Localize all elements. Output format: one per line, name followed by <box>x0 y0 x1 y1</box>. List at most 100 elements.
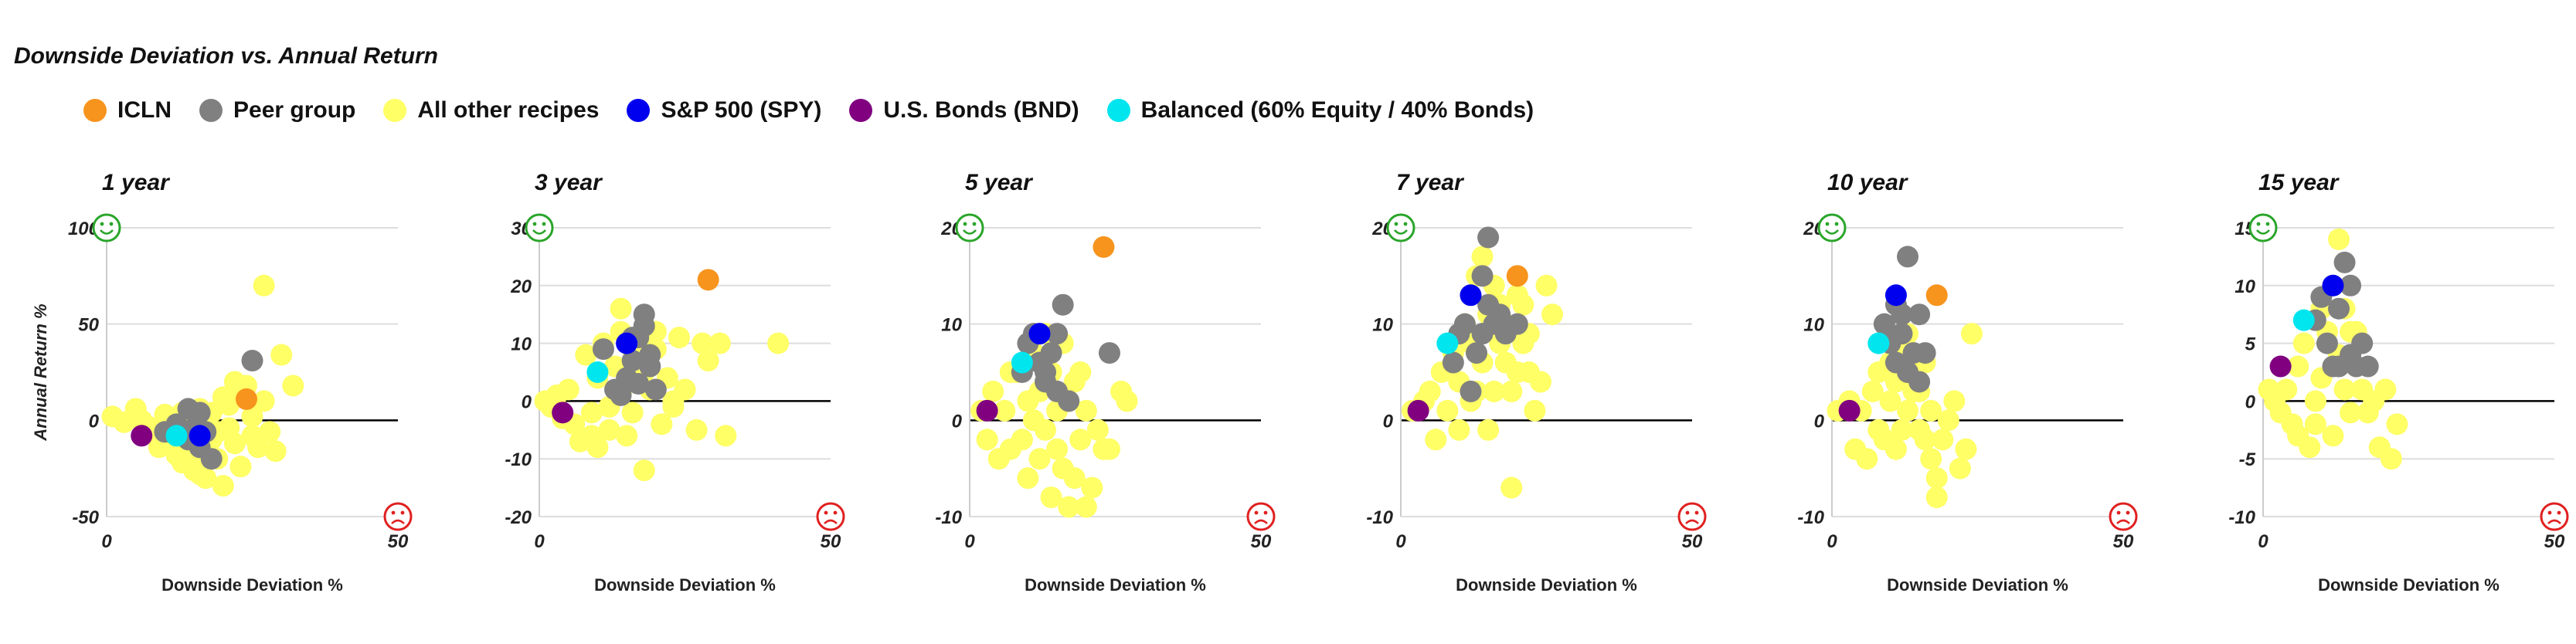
other-recipe-point <box>1116 390 1138 412</box>
y-tick-label: 0 <box>89 411 100 432</box>
peer-point <box>1052 293 1074 316</box>
y-tick-label: 0 <box>952 411 963 432</box>
y-tick-label: 0 <box>522 391 532 412</box>
frown-icon-eye <box>1263 510 1268 515</box>
frown-icon-eye <box>1685 510 1690 515</box>
other-recipe-point <box>767 332 790 354</box>
spy-point <box>616 332 638 354</box>
spy-point <box>1460 284 1482 307</box>
other-recipe-point <box>633 459 655 482</box>
x-tick-label: 50 <box>1682 531 1703 552</box>
other-recipe-point <box>1075 496 1097 518</box>
other-recipe-point <box>1512 293 1534 316</box>
peer-point <box>639 355 661 378</box>
other-recipe-point <box>1955 438 1977 460</box>
smiley-icon-eye <box>1394 222 1398 226</box>
peer-point <box>1897 246 1919 268</box>
legend-item-balanced[interactable]: Balanced (60% Equity / 40% Bonds) <box>1106 97 1534 124</box>
other-recipe-point <box>598 419 620 441</box>
other-recipe-point <box>2374 378 2397 401</box>
other-recipe-point <box>1943 390 1966 412</box>
other-recipe-point <box>212 475 234 497</box>
other-recipe-point <box>1535 274 1558 297</box>
legend-item-peer-group[interactable]: Peer group <box>199 97 355 124</box>
bnd-point <box>552 402 574 424</box>
frown-icon <box>816 502 845 531</box>
other-recipe-point <box>575 344 597 366</box>
x-axis-title: Downside Deviation % <box>1887 575 2068 595</box>
other-recipe-point <box>229 456 252 478</box>
peer-point <box>1506 313 1528 335</box>
x-tick-label: 0 <box>534 531 545 552</box>
other-recipe-point <box>685 419 708 441</box>
peer-point <box>1471 265 1494 287</box>
smiley-icon <box>1817 213 1847 242</box>
balanced-point <box>1867 332 1890 354</box>
other-recipe-point <box>1925 486 1948 509</box>
legend-label-other-recipes: All other recipes <box>417 97 600 123</box>
other-recipe-point <box>610 297 632 320</box>
other-recipe-point <box>1022 409 1045 432</box>
legend-dot-spy <box>627 99 651 122</box>
other-recipe-point <box>2386 413 2408 436</box>
y-tick-label: 10 <box>1803 315 1824 336</box>
smiley-icon-eye <box>963 222 967 226</box>
legend-item-icln[interactable]: ICLN <box>83 97 172 124</box>
other-recipe-point <box>1856 448 1878 470</box>
legend-dot-peer-group <box>199 99 223 122</box>
other-recipe-point <box>2304 413 2326 436</box>
other-recipe-point <box>1960 323 1983 345</box>
legend-item-bnd[interactable]: U.S. Bonds (BND) <box>849 97 1079 124</box>
balanced-point <box>2292 309 2315 331</box>
x-axis-title: Downside Deviation % <box>1456 575 1637 595</box>
y-tick-label: 10 <box>511 334 532 355</box>
legend-dot-other-recipes <box>383 99 407 122</box>
other-recipe-point <box>1861 380 1884 402</box>
y-tick-label: -10 <box>1797 507 1824 528</box>
other-recipe-point <box>1925 467 1948 490</box>
smiley-icon-eye <box>100 222 104 226</box>
other-recipe-point <box>1541 303 1564 326</box>
other-recipe-point <box>1011 429 1033 451</box>
peer-point <box>633 303 655 326</box>
peer-point <box>2328 355 2350 378</box>
other-recipe-point <box>1506 361 1528 383</box>
smiley-icon-mouth <box>963 229 977 235</box>
other-recipe-point <box>1483 380 1505 402</box>
other-recipe-point <box>1069 361 1092 383</box>
other-recipe-point <box>1920 448 1942 470</box>
other-recipe-point <box>976 429 998 451</box>
other-recipe-point <box>2340 402 2362 424</box>
other-recipe-point <box>1897 399 1919 422</box>
other-recipe-point <box>668 327 690 349</box>
other-recipe-point <box>2287 355 2309 378</box>
peer-point <box>1908 303 1931 326</box>
peer-point <box>1098 342 1120 364</box>
smiley-icon-mouth <box>100 229 114 235</box>
legend-item-other-recipes[interactable]: All other recipes <box>383 97 599 124</box>
other-recipe-point <box>247 436 270 459</box>
other-recipe-point <box>2333 378 2356 401</box>
frown-icon <box>2109 502 2138 531</box>
y-tick-label: 10 <box>2234 276 2255 297</box>
other-recipe-point <box>270 344 293 366</box>
peer-point <box>2333 251 2356 273</box>
legend-dot-icln <box>83 99 107 122</box>
icln-point <box>1925 284 1948 307</box>
panel-title: 7 year <box>1396 170 1465 195</box>
peer-point <box>2328 297 2350 320</box>
smiley-icon-mouth <box>1825 229 1839 235</box>
smiley-icon <box>1386 213 1415 242</box>
peer-point <box>1477 226 1500 249</box>
other-recipe-point <box>1937 409 1959 432</box>
smiley-icon-mouth <box>532 229 546 235</box>
other-recipe-point <box>715 425 737 447</box>
frown-icon-mouth <box>2116 519 2130 524</box>
legend-item-spy[interactable]: S&P 500 (SPY) <box>627 97 821 124</box>
peer-point <box>621 350 644 372</box>
spy-point <box>1884 284 1907 307</box>
smiley-icon-eye <box>2256 222 2261 226</box>
x-tick-label: 50 <box>821 531 841 552</box>
smiley-icon-eye <box>1825 222 1830 226</box>
